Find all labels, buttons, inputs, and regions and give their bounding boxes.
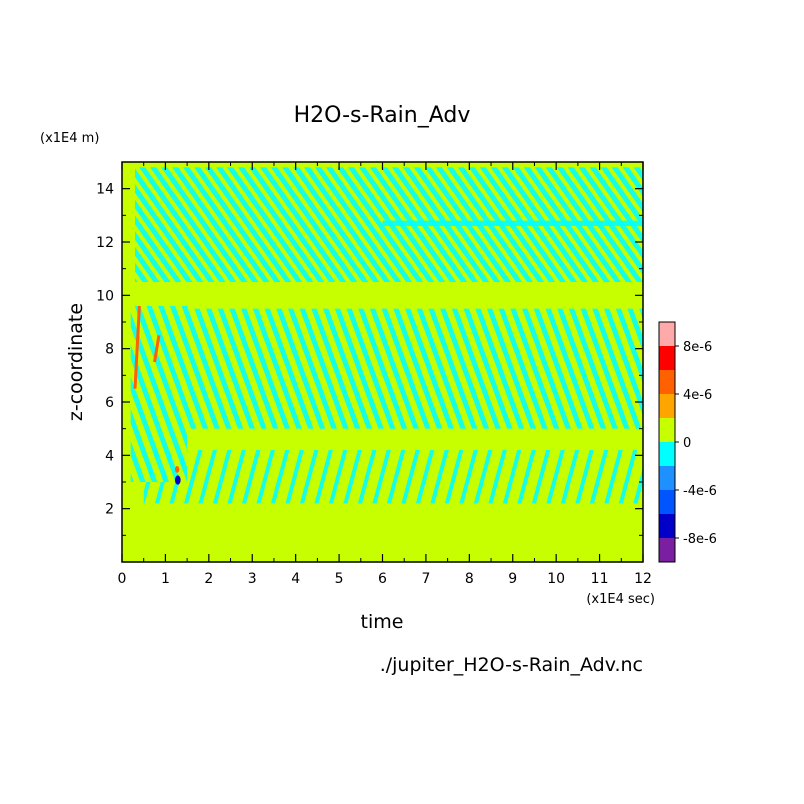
source-label: ./jupiter_H2O-s-Rain_Adv.nc [380,654,643,676]
colorbar-label: 8e-6 [683,340,712,355]
colorbar-swatch [659,346,675,370]
colorbar-swatch [659,370,675,394]
x-unit-label: (x1E4 sec) [586,592,655,607]
heatmap-blob-negative [174,475,181,485]
chart-title: H2O-s-Rain_Adv [294,103,471,128]
colorbar-swatch [659,442,675,466]
colorbar-label: -4e-6 [683,484,717,499]
y-unit-label: (x1E4 m) [40,131,99,146]
x-axis-label: time [361,611,404,633]
colorbar-swatch [659,466,675,490]
heatmap-positive-streak-2 [153,335,161,363]
x-axis: 0 1 2 3 4 5 6 7 8 9 10 11 12 [118,162,652,587]
heatmap-mid-band [187,308,643,429]
x-tick-label: 9 [508,571,517,587]
heatmap-fields [130,167,643,504]
x-tick-label: 6 [378,571,387,587]
x-tick-label: 2 [204,571,213,587]
heatmap-top-stripe [382,220,643,226]
x-tick-label: 5 [335,571,344,587]
y-axis: 2 4 6 8 10 12 14 [96,182,643,536]
x-tick-label: 11 [591,571,609,587]
heatmap-positive-streak-1 [133,305,141,389]
y-tick-label: 6 [105,395,114,411]
x-tick-label: 8 [465,571,474,587]
colorbar-swatch [659,538,675,562]
y-tick-label: 2 [105,502,114,518]
y-axis-label: z-coordinate [65,303,87,421]
colorbar-label: -8e-6 [683,532,717,547]
x-tick-label: 10 [547,571,565,587]
y-tick-label: 14 [96,182,114,198]
y-tick-label: 4 [105,448,114,464]
colorbar-swatch [659,322,675,346]
heatmap-blob-positive [174,466,180,473]
colorbar: 8e-6 4e-6 0 -4e-6 -8e-6 [658,321,717,563]
x-tick-label: 12 [634,571,652,587]
colorbar-swatch [659,418,675,442]
y-tick-label: 12 [96,235,114,251]
colorbar-swatch [659,514,675,538]
x-tick-label: 4 [291,571,300,587]
colorbar-label: 4e-6 [683,388,712,403]
colorbar-label: 0 [683,436,691,451]
heatmap-lower-band [143,450,643,504]
x-tick-label: 0 [118,571,127,587]
colorbar-swatch [659,490,675,514]
colorbar-swatch [659,394,675,418]
heatmap-early-plume [130,306,188,482]
x-tick-label: 3 [248,571,257,587]
x-tick-label: 7 [421,571,430,587]
y-tick-label: 8 [105,342,114,358]
y-tick-label: 10 [96,288,114,304]
x-tick-label: 1 [161,571,170,587]
